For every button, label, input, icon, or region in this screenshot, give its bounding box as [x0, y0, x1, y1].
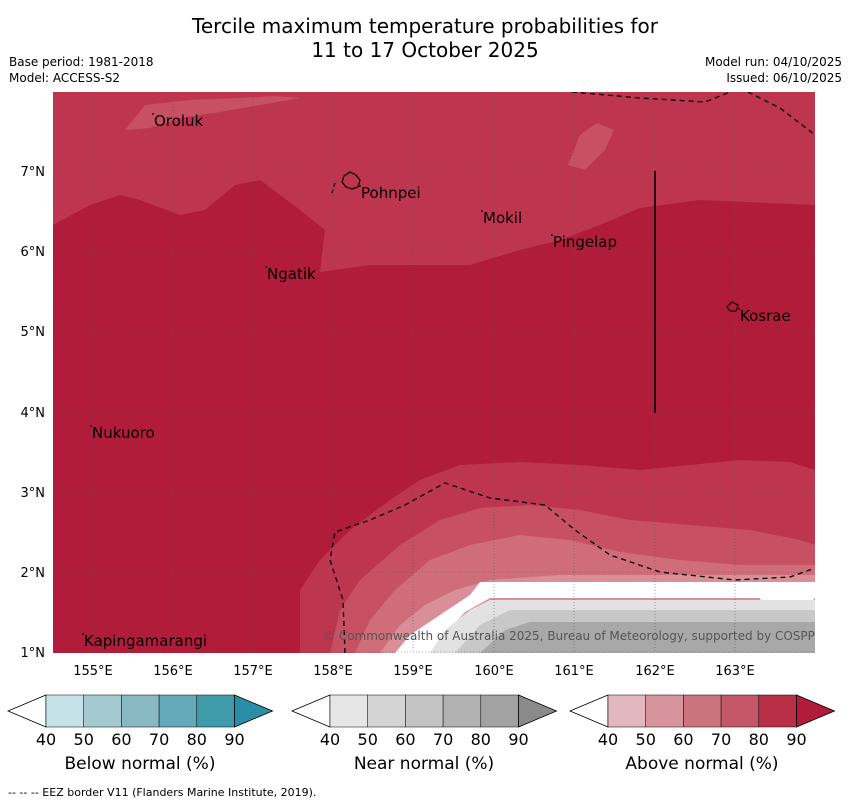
lon-tick-label: 161°E: [554, 664, 594, 679]
place-label-kapingamarangi: Kapingamarangi: [84, 632, 207, 650]
above-normal-60-patch-ne: [568, 123, 614, 170]
place-label-pohnpei: Pohnpei: [361, 184, 421, 202]
colorbar-tick-label: 70: [710, 730, 732, 749]
place-label-kosrae: Kosrae: [740, 307, 791, 325]
colorbar-2: [568, 694, 836, 728]
lat-tick-label: 4°N: [21, 406, 46, 421]
place-label-oroluk: Oroluk: [154, 112, 203, 130]
lon-tick-label: 160°E: [474, 664, 514, 679]
colorbar-tick-label: 90: [224, 730, 245, 749]
lat-tick-label: 6°N: [21, 245, 46, 260]
colorbar-tick-label: 90: [508, 730, 529, 749]
place-marker: [82, 633, 84, 635]
colorbar-min-extend: [290, 694, 331, 728]
colorbar-tick-label: 80: [470, 730, 491, 749]
colorbar-segment: [158, 694, 198, 728]
colorbar-tick-label: 80: [186, 730, 207, 749]
lat-tick-label: 3°N: [21, 486, 46, 501]
copyright-notice: © Commonwealth of Australia 2025, Bureau…: [323, 629, 828, 643]
place-marker: [265, 266, 267, 268]
lon-tick-label: 159°E: [393, 664, 433, 679]
colorbar-tick-label: 40: [319, 730, 341, 749]
below-normal-label: Below normal (%): [64, 754, 216, 774]
colorbar-segment: [683, 694, 722, 728]
colorbar-max-extend: [234, 694, 274, 728]
colorbar-tick-label: 50: [635, 730, 656, 749]
lat-tick-label: 5°N: [21, 325, 46, 340]
place-marker: [738, 308, 740, 310]
lat-tick-label: 2°N: [21, 566, 46, 581]
near-normal-label: Near normal (%): [353, 754, 495, 774]
colorbar-tick-label: 60: [111, 730, 132, 749]
model-run: Model run: 04/10/2025: [704, 55, 842, 69]
place-label-mokil: Mokil: [483, 209, 522, 227]
colorbar-0: [6, 694, 274, 728]
colorbar-max-extend: [796, 694, 836, 728]
colorbar-segment: [367, 694, 406, 728]
lon-tick-label: 162°E: [635, 664, 675, 679]
colorbar-tick-label: 80: [748, 730, 769, 749]
colorbar-tick-label: 50: [357, 730, 378, 749]
kosrae-island-outline: [726, 301, 739, 312]
place-marker: [359, 185, 361, 187]
near-normal-60-band: [480, 622, 815, 653]
colorbar-segment: [196, 694, 235, 728]
colorbar-segment: [405, 694, 444, 728]
colorbar-legends: [6, 694, 836, 728]
issued-date: Issued: 06/10/2025: [726, 71, 842, 85]
chart-title-line1: Tercile maximum temperature probabilitie…: [192, 14, 658, 38]
above-normal-60-patch-nw: [125, 96, 300, 130]
colorbar-segment: [480, 694, 519, 728]
place-label-ngatik: Ngatik: [267, 265, 316, 283]
eez-border-north: [571, 92, 815, 136]
colorbar-tick-label: 70: [432, 730, 454, 749]
lon-tick-label: 155°E: [73, 664, 113, 679]
lon-tick-label: 156°E: [153, 664, 193, 679]
lat-tick-label: 1°N: [21, 646, 46, 661]
colorbar-tick-label: 60: [673, 730, 694, 749]
colorbar-tick-label: 40: [597, 730, 619, 749]
colorbar-segment: [645, 694, 684, 728]
colorbar-1: [290, 694, 558, 728]
pohnpei-island-outline: [341, 171, 361, 190]
colorbar-min-extend: [568, 694, 609, 728]
colorbar-segment: [121, 694, 160, 728]
colorbar-segment: [45, 694, 84, 728]
place-marker: [90, 425, 92, 427]
place-marker: [152, 113, 154, 115]
model-name: Model: ACCESS-S2: [9, 71, 121, 85]
lat-tick-label: 7°N: [21, 165, 46, 180]
colorbar-segment: [442, 694, 482, 728]
above-normal-label: Above normal (%): [625, 754, 779, 774]
chart-title-line2: 11 to 17 October 2025: [311, 38, 539, 62]
colorbar-tick-label: 50: [73, 730, 94, 749]
eez-border-mid-tick: [331, 182, 336, 194]
lon-tick-label: 157°E: [233, 664, 273, 679]
colorbar-tick-label: 90: [786, 730, 807, 749]
probability-map: © Commonwealth of Australia 2025, Bureau…: [21, 92, 828, 679]
colorbar-tick-label: 60: [395, 730, 416, 749]
colorbar-segment: [83, 694, 122, 728]
eez-footnote: -- -- -- EEZ border V11 (Flanders Marine…: [8, 786, 317, 799]
colorbar-segment: [758, 694, 797, 728]
lon-tick-label: 158°E: [313, 664, 353, 679]
colorbar-tick-label: 70: [148, 730, 170, 749]
colorbar-min-extend: [6, 694, 47, 728]
place-label-nukuoro: Nukuoro: [92, 424, 155, 442]
colorbar-segment: [329, 694, 368, 728]
place-label-pingelap: Pingelap: [553, 233, 617, 251]
colorbar-segment: [607, 694, 646, 728]
place-marker: [481, 210, 483, 212]
lon-tick-label: 163°E: [715, 664, 755, 679]
colorbar-tick-label: 40: [35, 730, 57, 749]
place-marker: [551, 234, 553, 236]
base-period: Base period: 1981-2018: [9, 55, 154, 69]
colorbar-max-extend: [518, 694, 558, 728]
above-normal-70-region-north: [53, 92, 815, 272]
colorbar-segment: [720, 694, 760, 728]
eez-border-south: [329, 482, 815, 653]
no-dominant-white-band: [395, 582, 815, 653]
grid-lines: [53, 92, 815, 653]
